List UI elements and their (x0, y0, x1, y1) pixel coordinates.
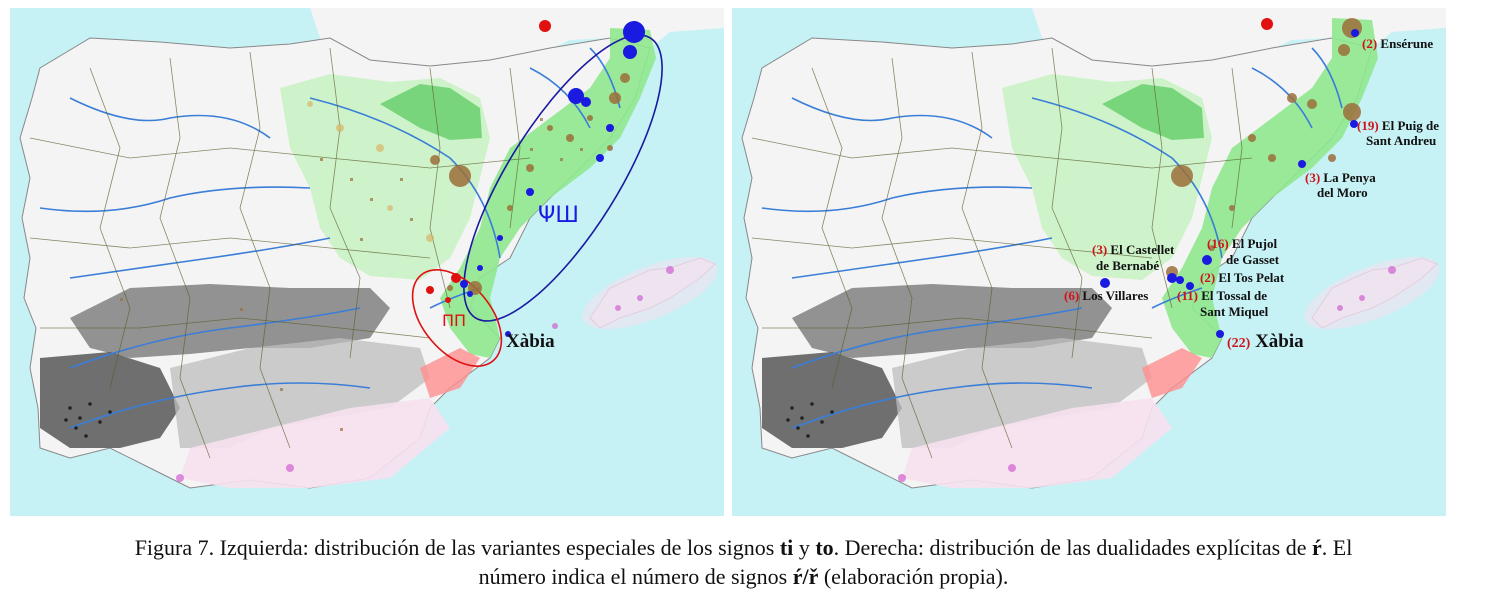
site-xabia: (22) Xàbia (1227, 331, 1304, 352)
pink-dots (176, 266, 674, 482)
site-tossal-sant-miquel: (11) El Tossal de (1177, 288, 1267, 303)
balearic-zone (582, 256, 718, 330)
rivers (761, 47, 1343, 429)
north-zone (1102, 84, 1204, 140)
coastal-zone (1162, 18, 1378, 358)
north-zone (380, 84, 482, 140)
site-tos-pelat: (2) El Tos Pelat (1200, 270, 1285, 285)
balearic-zone (1304, 256, 1440, 330)
grey-zone-southwest (762, 352, 902, 448)
red-ellipse (411, 269, 503, 367)
caption-text-1a: Figura 7. Izquierda: distribución de las… (134, 535, 780, 560)
pink-zone (420, 348, 480, 398)
tan-dots (307, 101, 434, 242)
grey-zone-north (70, 284, 390, 358)
borders (751, 47, 1253, 459)
left-map-panel: ΨШ ПП Xàbia (10, 8, 724, 516)
pink-light-zone (180, 398, 450, 488)
site-los-villares: (6) Los Villares (1064, 288, 1148, 303)
grey-zone-light (170, 338, 430, 448)
borders (29, 47, 531, 459)
brown-dots (1166, 18, 1362, 278)
site-penya-moro: (3) La Penya (1305, 170, 1376, 185)
caption-line-1: Figura 7. Izquierda: distribución de las… (20, 533, 1467, 562)
grey-zone-north (792, 284, 1112, 358)
caption-sign-to: to (815, 535, 834, 560)
caption-text-1c: . El (1321, 535, 1353, 560)
site-castellet-bernabe: (3) El Castellet (1092, 242, 1175, 257)
site-puig-sant-andreu: (19) El Puig de (1357, 118, 1439, 133)
caption-text-y: y (793, 535, 816, 560)
black-dots (64, 402, 112, 438)
blue-ellipse (463, 34, 663, 322)
site-labels: (2) Ensérune (19) El Puig de Sant Andreu… (1064, 36, 1439, 352)
red-dot (1261, 18, 1273, 30)
caption-sign-ti: ti (779, 535, 794, 560)
blue-dots (1100, 29, 1359, 338)
figure-caption: Figura 7. Izquierda: distribución de las… (20, 533, 1467, 591)
grey-zone-light (892, 338, 1152, 448)
pink-light-zone (902, 398, 1172, 488)
pink-zone (1142, 348, 1202, 398)
glyph-variants-red: ПП (442, 311, 466, 330)
caption-text-2a: número indica el número de signos (478, 564, 793, 589)
glyph-variants-blue: ΨШ (538, 203, 579, 228)
site-puig-sant-andreu-line2: Sant Andreu (1366, 133, 1436, 148)
right-map-panel: (2) Ensérune (19) El Puig de Sant Andreu… (732, 8, 1446, 516)
site-tossal-sant-miquel-line2: Sant Miquel (1200, 304, 1269, 319)
brown-dots (430, 73, 630, 295)
caption-text-1b: . Derecha: distribución de las dualidade… (833, 535, 1312, 560)
site-castellet-bernabe-line2: de Bernabé (1096, 258, 1159, 273)
site-pujol-gasset-line2: de Gasset (1226, 252, 1280, 267)
site-enserune: (2) Ensérune (1362, 36, 1433, 51)
caption-text-2b: (elaboración propia). (818, 564, 1009, 589)
caption-sign-r-pair: ŕ/ř (792, 564, 819, 589)
left-map-svg: ΨШ ПП Xàbia (10, 8, 724, 516)
caption-sign-r: ŕ (1311, 535, 1322, 560)
right-map-svg: (2) Ensérune (19) El Puig de Sant Andreu… (732, 8, 1446, 516)
site-penya-moro-line2: del Moro (1317, 185, 1368, 200)
black-dots (786, 402, 834, 438)
label-xabia: Xàbia (506, 331, 555, 352)
pink-dots (898, 266, 1396, 482)
site-markers (120, 118, 583, 431)
red-dots (426, 20, 551, 303)
blue-dots (460, 21, 645, 337)
coastal-zone (440, 28, 656, 358)
site-pujol-gasset: (16) El Pujol (1207, 236, 1277, 251)
france-land (310, 8, 724, 70)
grey-zone-southwest (40, 352, 180, 448)
caption-line-2: número indica el número de signos ŕ/ř (e… (20, 562, 1467, 591)
